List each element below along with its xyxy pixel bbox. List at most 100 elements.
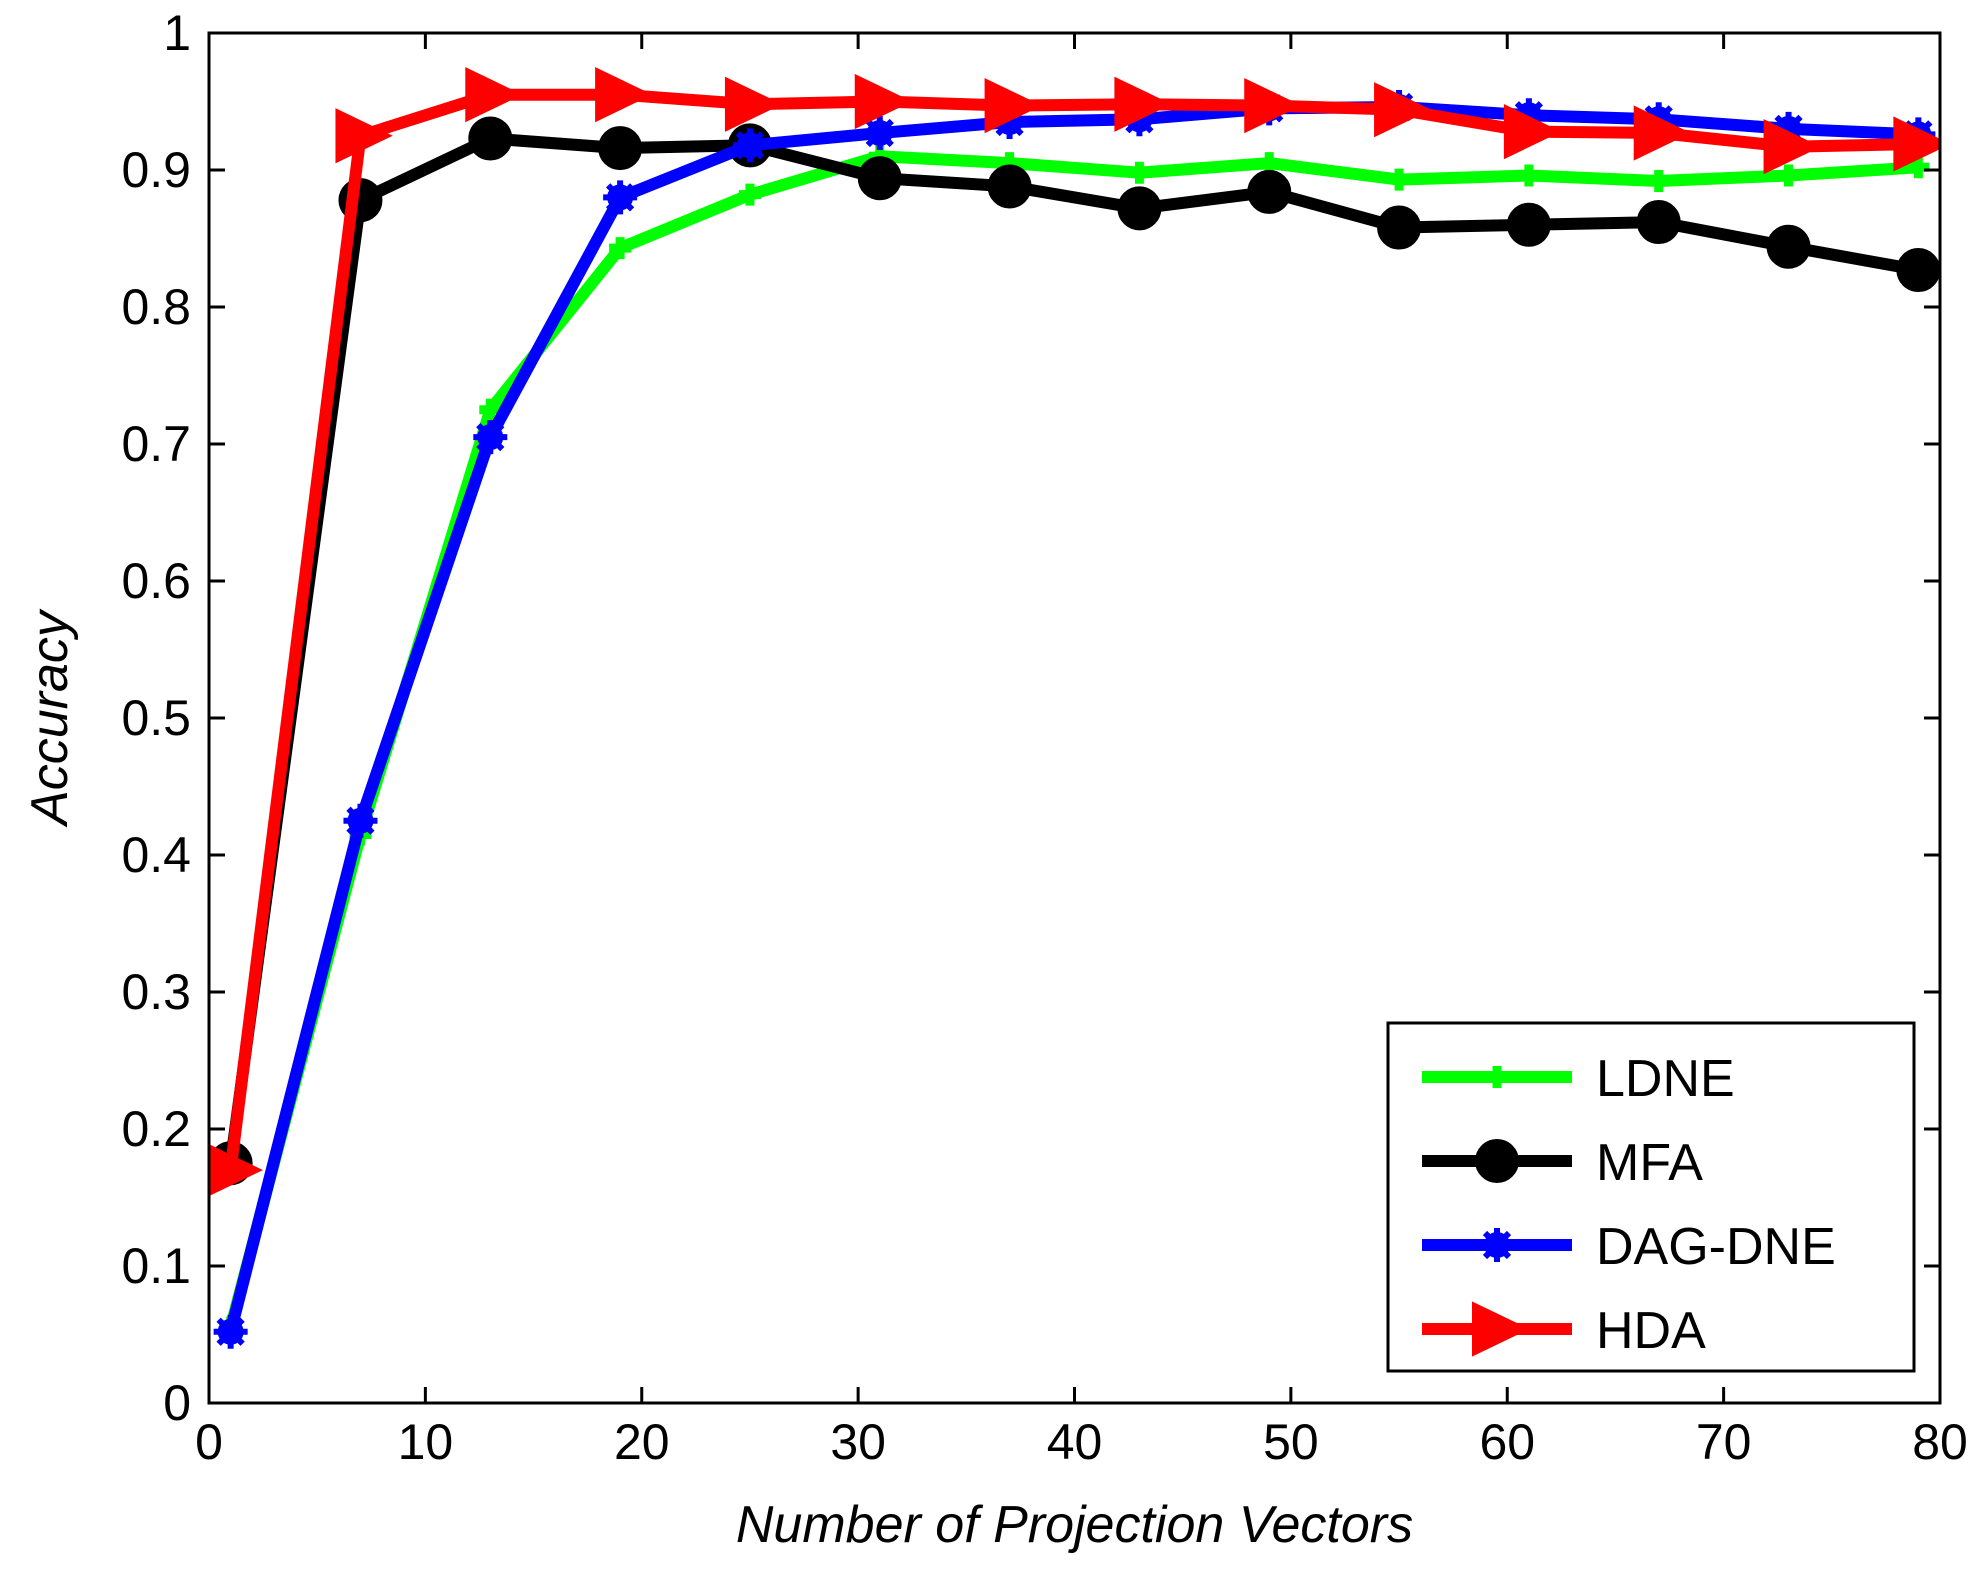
data-point-ldne [1647, 169, 1670, 192]
circle-marker-shape [1506, 202, 1551, 247]
data-point-mfa [1896, 248, 1940, 293]
plus-marker-shape [738, 183, 761, 206]
triangle-marker-shape [1893, 116, 1940, 172]
data-point-mfa [1506, 202, 1551, 247]
circle-marker-shape [1247, 169, 1292, 214]
legend-item-mfa: MFA [1422, 1134, 1703, 1192]
y-tick-label: 0.3 [121, 964, 191, 1020]
circle-marker-shape [1117, 186, 1162, 231]
x-tick-label: 50 [1263, 1414, 1319, 1470]
star-marker-rays [213, 1314, 248, 1349]
data-point-dag-dne [473, 420, 508, 455]
legend-label: HDA [1596, 1302, 1706, 1360]
data-point-hda [854, 73, 913, 130]
y-tick-label: 0.5 [121, 690, 191, 746]
data-point-mfa [857, 156, 902, 201]
data-point-hda [465, 67, 523, 123]
data-point-hda [595, 67, 653, 123]
data-point-dag-dne [603, 180, 638, 215]
circle-marker-shape [857, 156, 902, 201]
y-tick-label: 0.1 [121, 1238, 191, 1294]
series-line-ldne [224, 150, 1925, 1334]
y-tick-label: 0.6 [121, 553, 191, 609]
data-point-dag-dne [213, 1314, 248, 1349]
y-tick-label: 0.2 [121, 1101, 191, 1157]
plus-marker-shape [609, 237, 632, 260]
data-point-ldne [1777, 164, 1800, 187]
data-point-mfa [1636, 200, 1681, 245]
legend-swatch-marker [1486, 1066, 1508, 1088]
star-marker-rays [732, 128, 767, 163]
triangle-marker-shape [854, 73, 913, 130]
x-tick-label: 40 [1047, 1414, 1103, 1470]
data-point-hda [1763, 119, 1821, 175]
circle-marker-shape [1475, 1139, 1519, 1183]
legend-swatch-marker [1472, 1301, 1530, 1357]
y-tick-label: 0.9 [121, 142, 191, 198]
data-point-dag-dne [732, 128, 767, 163]
triangle-marker-shape [1472, 1301, 1530, 1357]
y-tick-label: 0.4 [121, 827, 191, 883]
star-marker-rays [473, 420, 508, 455]
circle-marker-shape [987, 164, 1032, 209]
plus-marker-shape [1907, 156, 1930, 179]
legend-label: LDNE [1596, 1050, 1735, 1108]
plus-marker-shape [1647, 169, 1670, 192]
y-tick-label: 0.8 [121, 279, 191, 335]
triangle-marker-shape [1244, 78, 1302, 134]
x-tick-label: 60 [1479, 1414, 1535, 1470]
data-point-dag-dne [343, 803, 378, 838]
plus-marker-shape [479, 398, 502, 421]
data-point-hda [1893, 116, 1940, 172]
data-point-hda [1244, 78, 1302, 134]
data-point-ldne [738, 183, 761, 206]
star-marker-rays [862, 116, 897, 151]
data-point-hda [724, 76, 783, 132]
data-point-ldne [1907, 156, 1930, 179]
data-point-ldne [1517, 164, 1540, 187]
series-hda [209, 67, 1940, 1197]
y-tick-label: 0 [163, 1375, 191, 1431]
circle-marker-shape [1766, 224, 1811, 269]
data-point-hda [1114, 76, 1172, 132]
legend: LDNE MFA DAG-DNE HDA [1386, 1021, 1916, 1373]
triangle-marker-shape [1374, 82, 1432, 138]
data-point-mfa [987, 164, 1032, 209]
data-point-hda [335, 108, 393, 164]
plus-marker-shape [1517, 164, 1540, 187]
star-marker-rays [1511, 98, 1546, 133]
data-point-hda [1633, 105, 1692, 161]
data-point-ldne [609, 237, 632, 260]
x-tick-label: 30 [830, 1414, 886, 1470]
circle-marker-shape [468, 116, 513, 161]
data-point-hda [209, 1144, 263, 1197]
data-point-ldne [1388, 168, 1411, 191]
plus-marker-shape [1486, 1066, 1508, 1088]
star-marker-rays [992, 105, 1027, 140]
data-point-dag-dne [862, 116, 897, 151]
triangle-marker-shape [1503, 104, 1562, 160]
triangle-marker-shape [209, 1144, 263, 1197]
data-point-mfa [598, 126, 643, 171]
data-point-hda [1503, 104, 1562, 160]
data-point-mfa [468, 116, 513, 161]
legend-item-hda: HDA [1422, 1301, 1706, 1360]
data-point-ldne [479, 398, 502, 421]
triangle-marker-shape [724, 76, 783, 132]
star-marker-rays [1480, 1228, 1514, 1262]
plus-marker-shape [1777, 164, 1800, 187]
plus-marker-shape [1128, 161, 1151, 184]
circle-marker-shape [1896, 248, 1940, 293]
x-tick-label: 80 [1912, 1414, 1968, 1470]
plot-area [209, 67, 1940, 1349]
data-point-ldne [1128, 161, 1151, 184]
triangle-marker-shape [1763, 119, 1821, 175]
plus-marker-shape [1388, 168, 1411, 191]
series-mfa [209, 116, 1940, 1186]
data-point-mfa [1766, 224, 1811, 269]
legend-label: MFA [1596, 1134, 1703, 1192]
data-point-hda [984, 78, 1042, 134]
triangle-marker-shape [335, 108, 393, 164]
data-point-mfa [1117, 186, 1162, 231]
